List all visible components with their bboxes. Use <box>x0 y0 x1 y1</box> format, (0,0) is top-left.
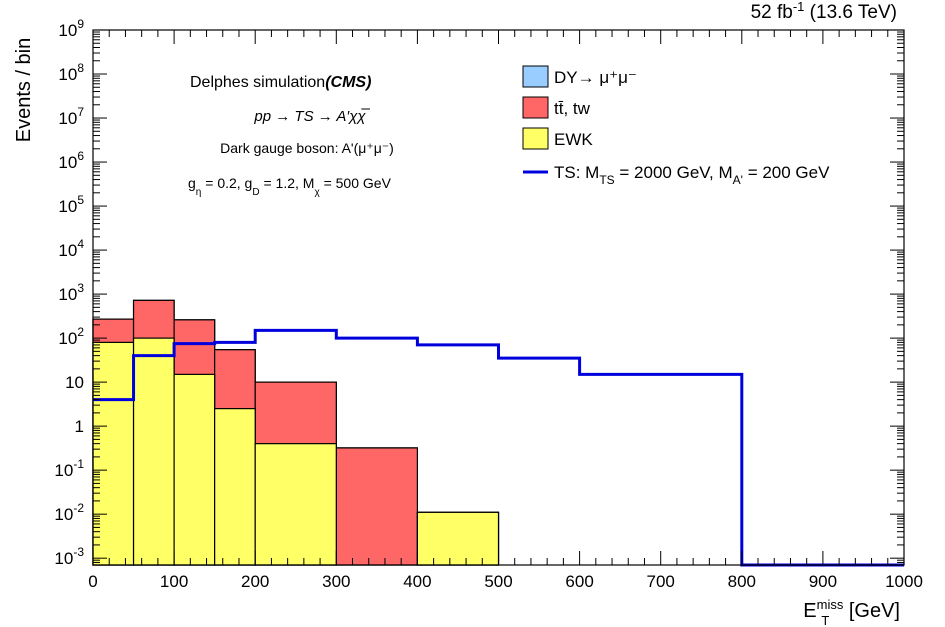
x-tick-label: 500 <box>484 572 512 591</box>
bar-ewk-bin-1 <box>132 337 175 566</box>
x-tick-label: 0 <box>88 572 97 591</box>
legend-swatch-ttbar <box>522 96 549 119</box>
legend: DY→ μ⁺μ⁻ tt̄, tw EWK TS: MTS = 2000 GeV,… <box>522 65 830 187</box>
x-tick-label: 1000 <box>885 572 923 591</box>
y-tick-label: 104 <box>58 237 84 260</box>
y-tick-label: 108 <box>58 61 84 84</box>
y-tick-label: 10-2 <box>54 501 84 524</box>
legend-label-ttbar: tt̄, tw <box>554 99 591 118</box>
bar-ewk-bin-3 <box>214 408 256 566</box>
signal-line <box>93 328 904 567</box>
y-tick-label: 106 <box>58 149 84 172</box>
legend-label-dy: DY→ μ⁺μ⁻ <box>554 68 637 87</box>
x-tick-label: 400 <box>403 572 431 591</box>
y-tick-label: 1 <box>75 417 84 436</box>
y-tick-label: 103 <box>58 281 84 304</box>
y-tick-label: 102 <box>58 325 84 348</box>
luminosity-label: 52 fb-1 (13.6 TeV) <box>751 0 897 23</box>
y-tick-label: 105 <box>58 193 84 216</box>
x-axis-title: Emiss T [GeV] <box>803 597 900 627</box>
y-axis-title: Events / bin <box>13 38 35 143</box>
y-tick-label: 10-3 <box>54 545 84 568</box>
couplings-label: gη = 0.2, gD = 1.2, Mχ = 500 GeV <box>188 175 392 198</box>
y-tick-label: 10-1 <box>54 457 84 480</box>
x-tick-label: 800 <box>728 572 756 591</box>
boson-label: Dark gauge boson: A'(μ⁺μ⁻) <box>220 140 394 156</box>
legend-swatch-dy <box>522 65 549 88</box>
legend-swatch-ewk <box>522 127 549 150</box>
x-tick-label: 900 <box>809 572 837 591</box>
legend-label-ewk: EWK <box>554 130 593 149</box>
x-tick-label: 700 <box>647 572 675 591</box>
y-tick-label: 107 <box>58 105 84 128</box>
legend-label-signal: TS: MTS = 2000 GeV, MA' = 200 GeV <box>554 163 830 187</box>
x-tick-label: 100 <box>160 572 188 591</box>
x-tick-label: 300 <box>322 572 350 591</box>
bar-ewk-bin-2 <box>173 373 216 566</box>
x-tick-label: 200 <box>241 572 269 591</box>
y-tick-label: 10 <box>65 373 84 392</box>
process-label: pp → TS → A′χχ̅ <box>253 108 370 125</box>
bar-ewk-bin-4 <box>254 443 337 566</box>
bar-ewk-bin-6 <box>416 511 500 566</box>
bar-tt-tw-bin-5 <box>335 447 418 566</box>
y-tick-label: 109 <box>58 17 84 40</box>
x-tick-label: 600 <box>565 572 593 591</box>
simulation-label: Delphes simulation(CMS) <box>190 74 371 91</box>
